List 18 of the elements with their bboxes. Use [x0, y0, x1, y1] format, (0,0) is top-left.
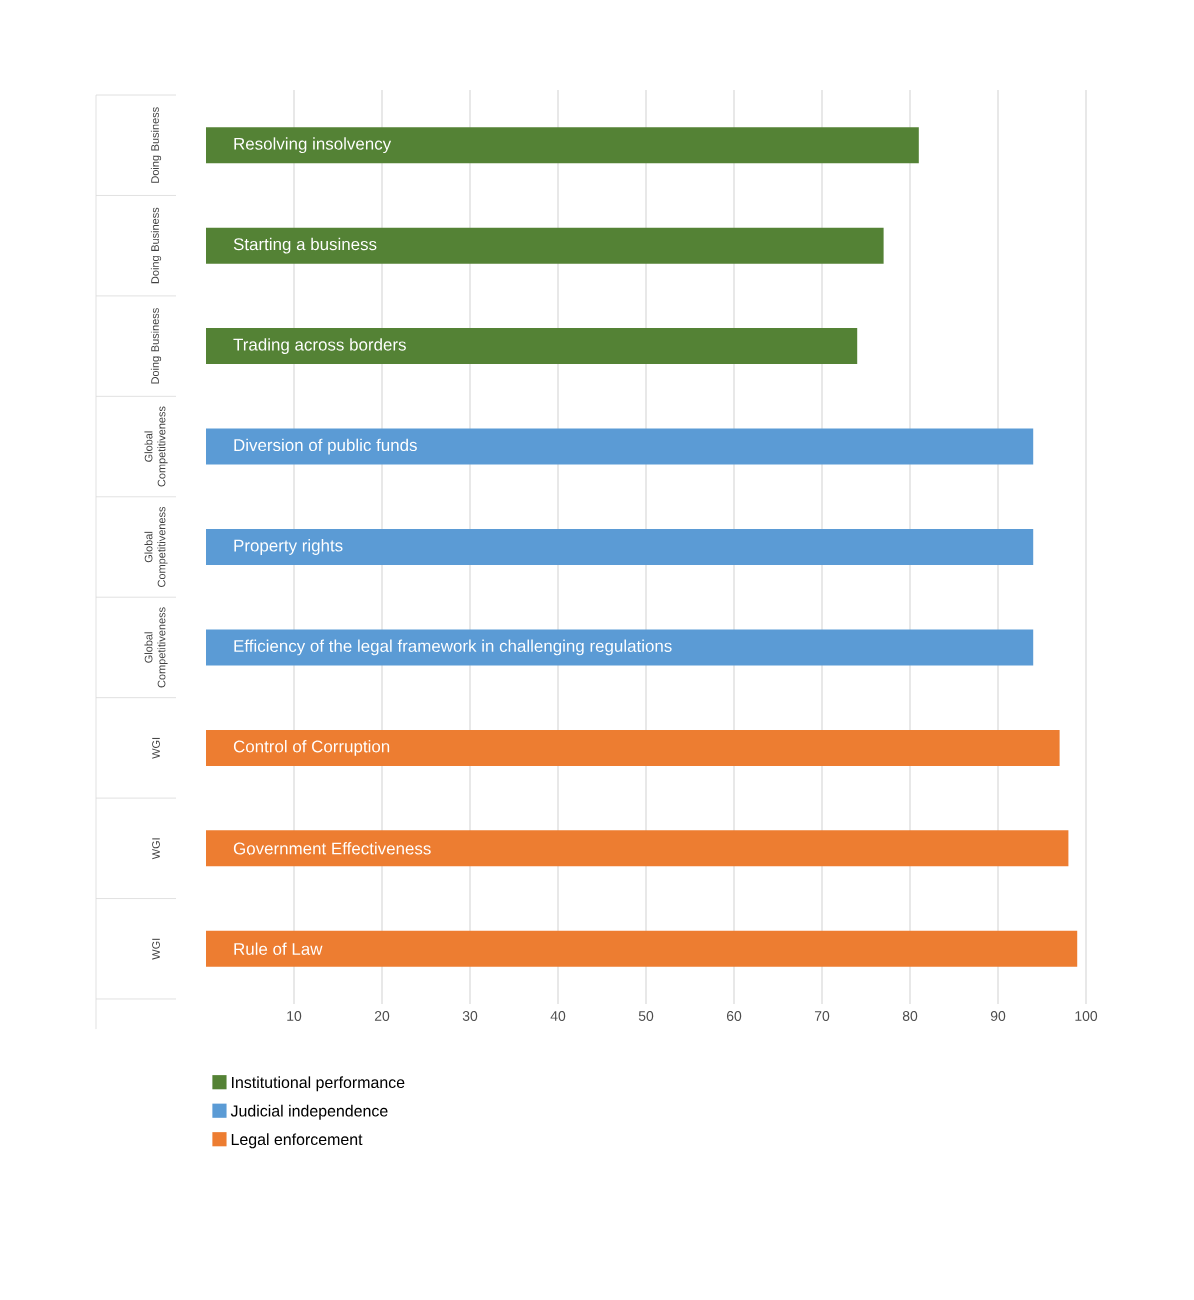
bar [206, 729, 1060, 766]
y-tick-label: Rule of Law [234, 942, 323, 955]
y-tick-label: Starting a business [233, 237, 377, 254]
bar [206, 127, 919, 164]
bar [206, 227, 884, 264]
y-tick-label: Government Effectiveness [233, 842, 431, 855]
bar [206, 629, 1034, 666]
y-tick-label: Property rights [234, 539, 343, 555]
y-tick-label: Trading across borders [233, 338, 406, 354]
y-tick-label: Resolving insolvency [234, 137, 392, 154]
y-tick-label: Control of Corruption [233, 739, 390, 756]
y-tick-label: Efficiency of the legal framework in challenging regulations [234, 639, 672, 656]
bar [206, 328, 858, 365]
bar [206, 930, 1078, 967]
bar [206, 830, 1069, 867]
bar [206, 428, 1034, 465]
bar [206, 529, 1034, 565]
y-tick-label: Diversion of public funds [234, 438, 417, 455]
